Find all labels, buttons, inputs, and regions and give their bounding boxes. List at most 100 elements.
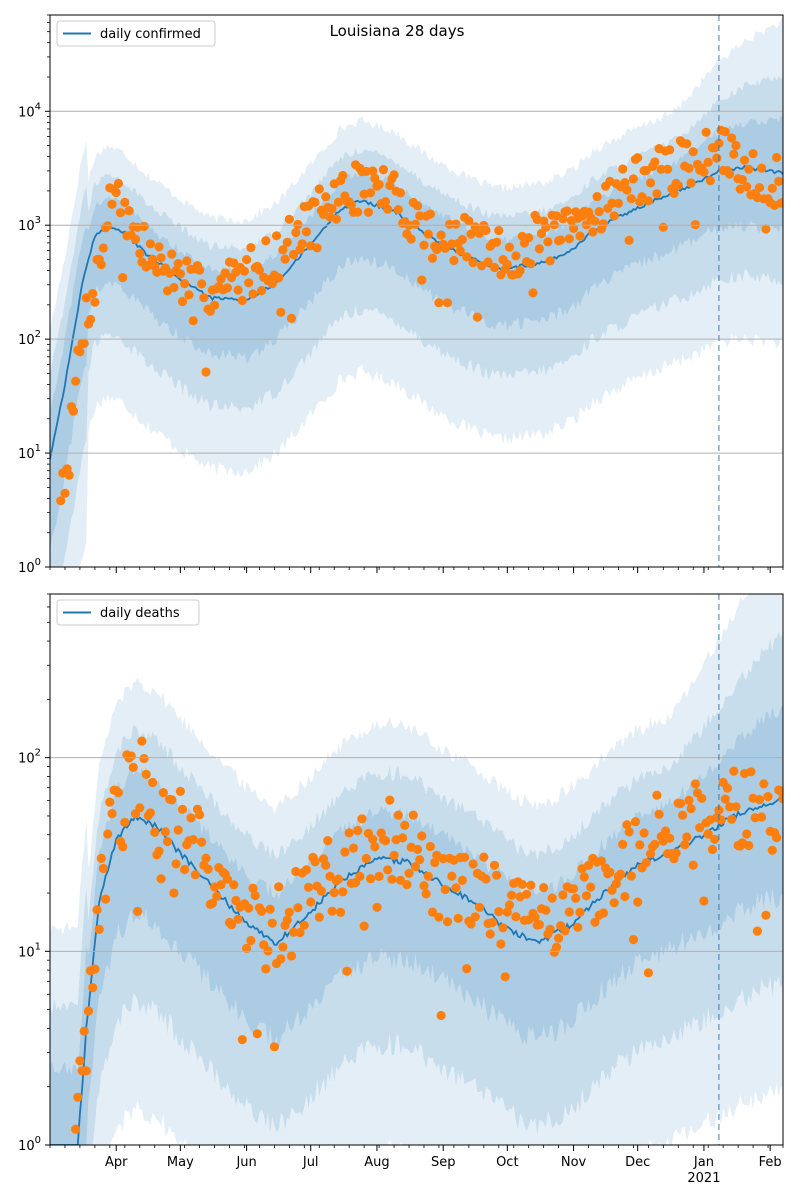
observed-point <box>254 265 264 275</box>
observed-point <box>368 166 378 176</box>
observed-point <box>417 275 427 285</box>
observed-point <box>139 754 149 764</box>
observed-point <box>246 935 256 946</box>
observed-point <box>269 1042 279 1052</box>
observed-point <box>212 891 222 902</box>
observed-point <box>729 766 739 776</box>
observed-point <box>167 795 177 805</box>
observed-point <box>714 138 724 148</box>
observed-point <box>297 239 307 249</box>
observed-point <box>90 964 100 974</box>
observed-point <box>167 249 177 259</box>
observed-point <box>333 874 344 884</box>
observed-point <box>430 857 440 868</box>
observed-point <box>173 825 183 835</box>
observed-point <box>564 907 574 917</box>
observed-point <box>406 234 416 244</box>
observed-point <box>103 221 113 231</box>
observed-point <box>86 314 96 325</box>
observed-point <box>618 164 628 174</box>
plot-area <box>50 594 783 1145</box>
observed-point <box>278 942 288 952</box>
observed-point <box>569 223 579 233</box>
observed-point <box>507 890 517 900</box>
observed-point <box>372 902 382 912</box>
observed-point <box>380 836 391 846</box>
observed-point <box>150 827 160 838</box>
observed-point <box>156 253 166 263</box>
legend-label: daily confirmed <box>100 27 201 42</box>
observed-point <box>767 845 777 855</box>
observed-point <box>413 201 423 211</box>
observed-point <box>98 863 108 874</box>
y-tick-base: 10 <box>18 945 35 960</box>
observed-point <box>665 833 675 843</box>
observed-point <box>596 856 607 866</box>
observed-point <box>276 307 286 317</box>
observed-point <box>526 880 536 890</box>
observed-point <box>60 488 70 498</box>
observed-point <box>579 872 589 882</box>
observed-point <box>398 833 408 843</box>
observed-point <box>413 844 423 855</box>
observed-point <box>182 256 192 266</box>
observed-point <box>88 983 98 993</box>
observed-point <box>772 152 782 163</box>
observed-point <box>774 176 783 186</box>
observed-point <box>306 897 316 907</box>
observed-point <box>466 919 476 929</box>
x-tick-label: Apr <box>105 1155 128 1170</box>
observed-point <box>616 869 626 879</box>
observed-point <box>293 219 303 230</box>
observed-point <box>489 262 500 273</box>
observed-point <box>73 1092 83 1102</box>
x-tick-label: Jul <box>302 1155 319 1170</box>
observed-point <box>494 907 504 917</box>
observed-point <box>590 216 600 226</box>
observed-point <box>650 839 660 850</box>
observed-point <box>173 259 183 269</box>
observed-point <box>680 840 690 850</box>
observed-point <box>543 237 553 247</box>
observed-point <box>707 844 718 855</box>
observed-point <box>107 199 117 209</box>
uncertainty-band-1 <box>50 16 783 567</box>
observed-point <box>643 968 654 978</box>
observed-point <box>267 918 277 928</box>
observed-point <box>336 907 346 918</box>
observed-point <box>462 252 472 262</box>
observed-point <box>515 266 525 276</box>
y-tick-exp: 3 <box>35 215 41 226</box>
observed-point <box>598 219 609 229</box>
observed-point <box>314 912 324 922</box>
legend-label: daily deaths <box>100 606 180 621</box>
observed-point <box>727 814 737 824</box>
observed-point <box>757 163 767 173</box>
observed-point <box>652 189 662 199</box>
observed-point <box>370 842 380 852</box>
observed-point <box>609 211 619 221</box>
observed-point <box>177 804 188 815</box>
observed-point <box>669 188 679 198</box>
observed-point <box>282 915 292 925</box>
observed-point <box>207 898 217 908</box>
observed-point <box>594 207 604 217</box>
observed-point <box>534 244 545 254</box>
observed-point <box>284 907 294 917</box>
observed-point <box>720 127 730 137</box>
observed-point <box>242 943 252 954</box>
observed-point <box>699 167 709 177</box>
observed-point <box>695 823 705 833</box>
observed-point <box>624 827 634 837</box>
observed-point <box>778 794 783 804</box>
observed-point <box>440 884 450 895</box>
observed-point <box>492 870 502 880</box>
observed-point <box>75 347 85 357</box>
observed-point <box>286 951 297 961</box>
observed-point <box>650 157 660 167</box>
observed-point <box>195 810 205 820</box>
observed-point <box>333 197 344 207</box>
observed-point <box>663 164 673 174</box>
observed-point <box>485 929 495 939</box>
